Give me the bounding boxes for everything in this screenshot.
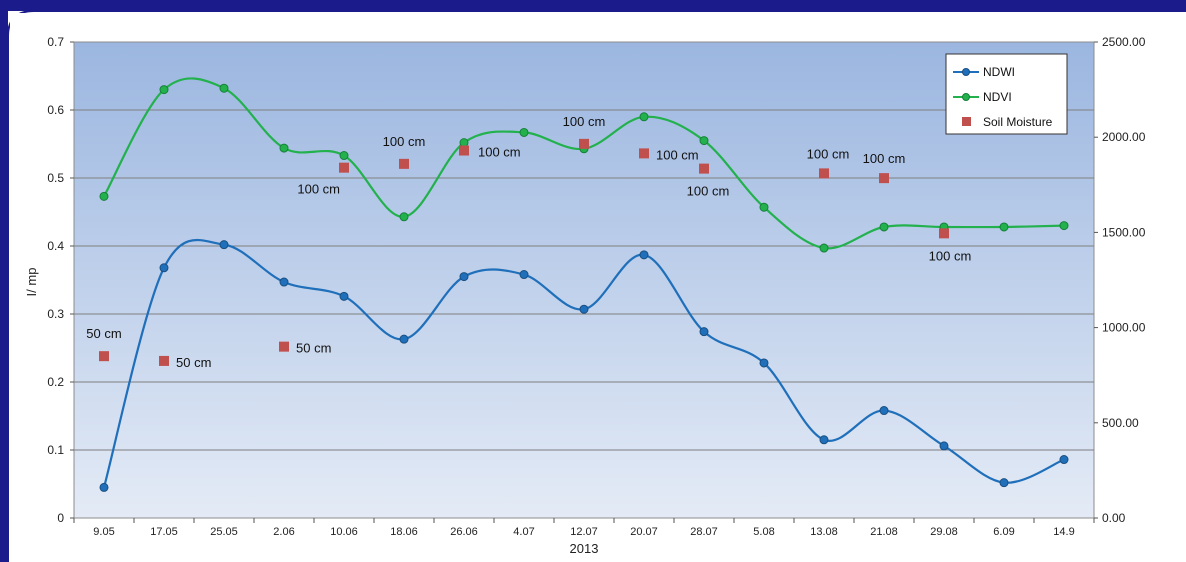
soil-moisture-depth-label: 50 cm	[86, 326, 121, 341]
soil-moisture-point	[879, 173, 889, 183]
ndvi-point	[1060, 222, 1068, 230]
left-tick-label: 0.5	[47, 171, 64, 185]
legend-ndvi-label: NDVI	[983, 90, 1012, 104]
ndvi-point	[340, 152, 348, 160]
soil-moisture-point	[699, 164, 709, 174]
soil-moisture-point	[159, 356, 169, 366]
x-tick-label: 26.06	[450, 526, 478, 538]
ndwi-point	[100, 483, 108, 491]
ndwi-point	[160, 264, 168, 272]
ndwi-point	[880, 407, 888, 415]
soil-moisture-depth-label: 100 cm	[478, 145, 521, 160]
soil-moisture-depth-label: 100 cm	[929, 248, 972, 263]
x-tick-label: 18.06	[390, 526, 418, 538]
frame-top-border	[0, 0, 1186, 11]
right-tick-label: 1000.00	[1102, 321, 1146, 335]
legend-ndwi-label: NDWI	[983, 65, 1015, 79]
soil-moisture-point	[99, 351, 109, 361]
ndvi-point	[460, 139, 468, 147]
ndvi-point	[220, 84, 228, 92]
ndwi-point	[280, 278, 288, 286]
x-tick-label: 10.06	[330, 526, 358, 538]
soil-moisture-point	[399, 159, 409, 169]
right-tick-label: 500.00	[1102, 416, 1139, 430]
ndvi-point	[820, 244, 828, 252]
ndwi-point	[940, 442, 948, 450]
x-axis-label: 2013	[570, 541, 599, 556]
legend-soil-marker	[962, 117, 971, 126]
soil-moisture-point	[459, 146, 469, 156]
ndvi-point	[700, 137, 708, 145]
soil-moisture-depth-label: 100 cm	[863, 151, 906, 166]
x-tick-label: 4.07	[513, 526, 534, 538]
soil-moisture-point	[579, 139, 589, 149]
ndwi-point	[220, 241, 228, 249]
right-tick-label: 2500.00	[1102, 35, 1146, 49]
x-tick-label: 17.05	[150, 526, 178, 538]
legend-soil-label: Soil Moisture	[983, 115, 1053, 129]
left-tick-label: 0.3	[47, 307, 64, 321]
x-tick-label: 21.08	[870, 526, 898, 538]
ndvi-point	[1000, 223, 1008, 231]
left-tick-label: 0.7	[47, 35, 64, 49]
x-tick-label: 29.08	[930, 526, 958, 538]
ndwi-point	[640, 251, 648, 259]
ndvi-point	[520, 128, 528, 136]
ndwi-point	[340, 292, 348, 300]
soil-moisture-point	[939, 228, 949, 238]
soil-moisture-depth-label: 50 cm	[296, 341, 331, 356]
x-tick-label: 6.09	[993, 526, 1014, 538]
soil-moisture-depth-label: 100 cm	[656, 147, 699, 162]
ndvi-point	[160, 86, 168, 94]
x-tick-label: 5.08	[753, 526, 774, 538]
soil-moisture-point	[819, 168, 829, 178]
soil-moisture-depth-label: 100 cm	[687, 184, 730, 199]
left-tick-label: 0	[57, 511, 64, 525]
x-tick-label: 14.9	[1053, 526, 1074, 538]
x-tick-label: 25.05	[210, 526, 238, 538]
ndwi-point	[760, 359, 768, 367]
ndvi-point	[280, 144, 288, 152]
x-tick-label: 9.05	[93, 526, 114, 538]
soil-moisture-depth-label: 100 cm	[297, 182, 340, 197]
ndwi-point	[1060, 456, 1068, 464]
ndwi-point	[400, 335, 408, 343]
right-tick-label: 2000.00	[1102, 130, 1146, 144]
soil-moisture-depth-label: 100 cm	[807, 146, 850, 161]
right-tick-label: 1500.00	[1102, 225, 1146, 239]
x-tick-label: 20.07	[630, 526, 658, 538]
ndvi-point	[880, 223, 888, 231]
legend-ndwi-marker	[963, 69, 970, 76]
x-tick-label: 2.06	[273, 526, 294, 538]
legend-ndvi-marker	[963, 94, 970, 101]
x-tick-label: 12.07	[570, 526, 598, 538]
frame-left-border	[0, 0, 8, 562]
ndvi-point	[640, 113, 648, 121]
soil-moisture-depth-label: 100 cm	[383, 134, 426, 149]
ndvi-point	[760, 203, 768, 211]
x-tick-label: 28.07	[690, 526, 718, 538]
ndvi-point	[400, 213, 408, 221]
ndwi-point	[580, 305, 588, 313]
legend: NDWI NDVI Soil Moisture	[946, 54, 1067, 134]
left-tick-label: 0.6	[47, 103, 64, 117]
ndwi-point	[520, 271, 528, 279]
x-tick-label: 13.08	[810, 526, 838, 538]
left-tick-label: 0.1	[47, 443, 64, 457]
ndwi-point	[700, 328, 708, 336]
ndwi-point	[460, 273, 468, 281]
soil-moisture-point	[639, 148, 649, 158]
soil-moisture-depth-label: 50 cm	[176, 355, 211, 370]
ndvi-point	[100, 192, 108, 200]
y-axis-label: I/ mp	[24, 268, 39, 297]
left-tick-label: 0.2	[47, 375, 64, 389]
ndwi-point	[1000, 479, 1008, 487]
soil-moisture-point	[339, 163, 349, 173]
ndwi-point	[820, 436, 828, 444]
left-tick-label: 0.4	[47, 239, 64, 253]
soil-moisture-point	[279, 342, 289, 352]
right-tick-label: 0.00	[1102, 511, 1126, 525]
soil-moisture-depth-label: 100 cm	[563, 114, 606, 129]
